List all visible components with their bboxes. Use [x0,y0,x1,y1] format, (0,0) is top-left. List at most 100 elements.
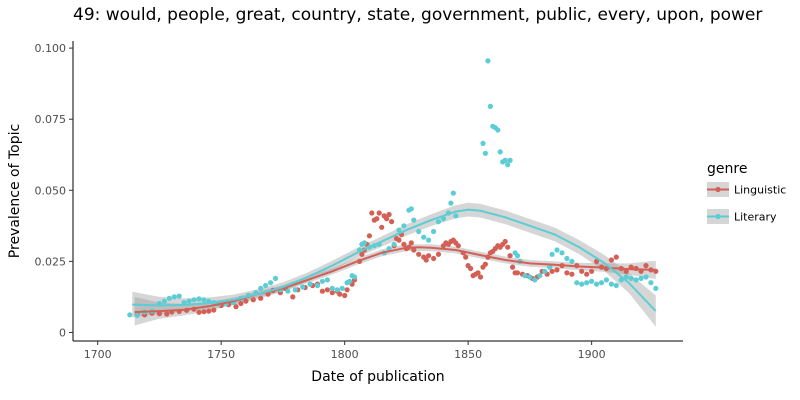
linguistic-point [201,309,207,315]
literary-point [171,294,177,300]
x-ticks: 1700 1750 1800 1850 1900 [84,341,606,361]
literary-point [347,278,353,284]
linguistic-point [554,267,560,273]
linguistic-point [396,237,402,243]
literary-point [324,277,330,283]
literary-point [514,253,521,259]
literary-point [584,280,590,286]
literary-point [127,312,133,318]
y-tick-label: 0.100 [35,42,67,55]
literary-point [542,268,548,274]
linguistic-point [549,268,555,274]
linguistic-point [569,271,575,277]
literary-point [292,287,298,293]
linguistic-point [366,233,372,239]
linguistic-point [455,243,461,249]
linguistic-point [233,304,239,310]
linguistic-point [196,309,202,315]
literary-point [480,140,486,146]
literary-point [527,274,533,280]
literary-point [334,287,340,293]
linguistic-point [156,311,162,317]
linguistic-point [514,270,521,276]
linguistic-point [389,219,395,225]
legend: genre Linguistic Literary [707,161,786,224]
legend-key-point [715,213,721,220]
linguistic-point [337,291,343,297]
linguistic-point [416,251,422,257]
x-axis-title: Date of publication [311,369,444,385]
literary-point [623,274,629,280]
literary-point [532,277,538,283]
literary-point [435,219,442,225]
literary-point [396,227,402,233]
x-tick-label: 1800 [331,348,359,361]
linguistic-point [584,271,590,277]
literary-point [186,298,192,304]
literary-point [329,285,335,291]
linguistic-point [431,255,437,262]
literary-point [263,282,269,289]
literary-point [191,297,197,303]
literary-point [268,280,274,286]
linguistic-point [589,268,595,274]
literary-point [648,280,654,286]
literary-point [300,284,306,290]
literary-point [421,234,427,240]
literary-point [537,273,543,279]
literary-point [589,278,595,284]
x-tick-label: 1900 [578,348,606,361]
linguistic-point [502,238,508,245]
scatter-points [127,58,659,318]
linguistic-point [477,274,484,280]
literary-point [574,280,580,286]
literary-point [453,213,459,219]
linguistic-point [250,297,256,303]
linguistic-point [164,311,170,317]
x-tick-label: 1700 [84,348,112,361]
literary-point [554,247,560,253]
linguistic-point [369,210,375,216]
linguistic-point [411,247,417,253]
chart-title: 49: would, people, great, country, state… [73,5,763,25]
linguistic-point [509,264,516,270]
linguistic-point [206,308,212,314]
y-axis-title: Prevalence of Topic [7,124,23,258]
literary-point [351,274,358,280]
linguistic-point [379,224,385,230]
x-tick-label: 1850 [454,348,482,361]
literary-point [361,240,367,246]
legend-key-point [715,186,721,193]
literary-point [386,246,392,252]
linguistic-point [579,268,585,274]
linguistic-point [613,254,619,260]
literary-point [285,288,291,294]
literary-point [176,293,182,299]
linguistic-confidence-band [134,244,656,326]
literary-point [426,237,432,243]
linguistic-point [408,240,414,246]
linguistic-point [324,287,330,293]
literary-point [431,228,437,235]
literary-point [579,281,585,287]
linguistic-point [359,251,365,257]
linguistic-point [507,253,513,259]
literary-point [522,273,528,279]
literary-point [272,275,279,281]
y-tick-label: 0.075 [35,113,67,126]
literary-point [613,282,619,289]
literary-point [547,264,553,270]
x-tick-label: 1750 [207,348,235,361]
literary-point [166,295,172,301]
linguistic-point [319,288,325,294]
linguistic-point [608,257,615,263]
literary-point [440,216,446,222]
literary-point [258,285,264,291]
y-tick-label: 0.050 [35,184,67,197]
literary-point [564,255,570,262]
literary-point [482,150,488,156]
literary-point [391,241,397,247]
literary-point [319,278,325,284]
y-tick-label: 0.025 [35,255,67,268]
literary-point [638,275,644,281]
